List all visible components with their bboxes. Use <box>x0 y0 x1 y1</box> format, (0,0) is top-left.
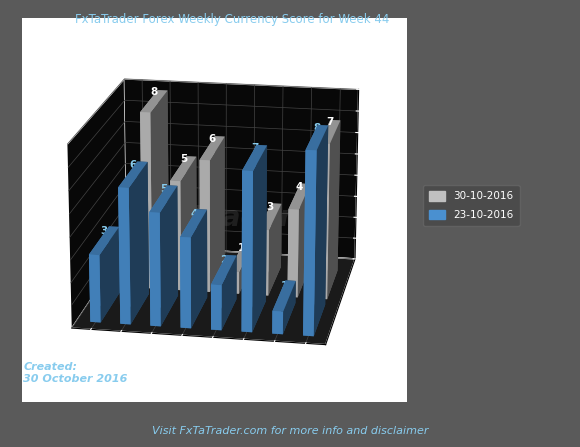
Text: Created:
30 October 2016: Created: 30 October 2016 <box>23 362 128 384</box>
Text: Visit FxTaTrader.com for more info and disclaimer: Visit FxTaTrader.com for more info and d… <box>152 426 428 436</box>
Text: FxTaTrader Forex Weekly Currency Score for Week 44: FxTaTrader Forex Weekly Currency Score f… <box>75 13 389 26</box>
Legend: 30-10-2016, 23-10-2016: 30-10-2016, 23-10-2016 <box>423 185 520 226</box>
Text: FxTaTrader: FxTaTrader <box>121 204 293 232</box>
